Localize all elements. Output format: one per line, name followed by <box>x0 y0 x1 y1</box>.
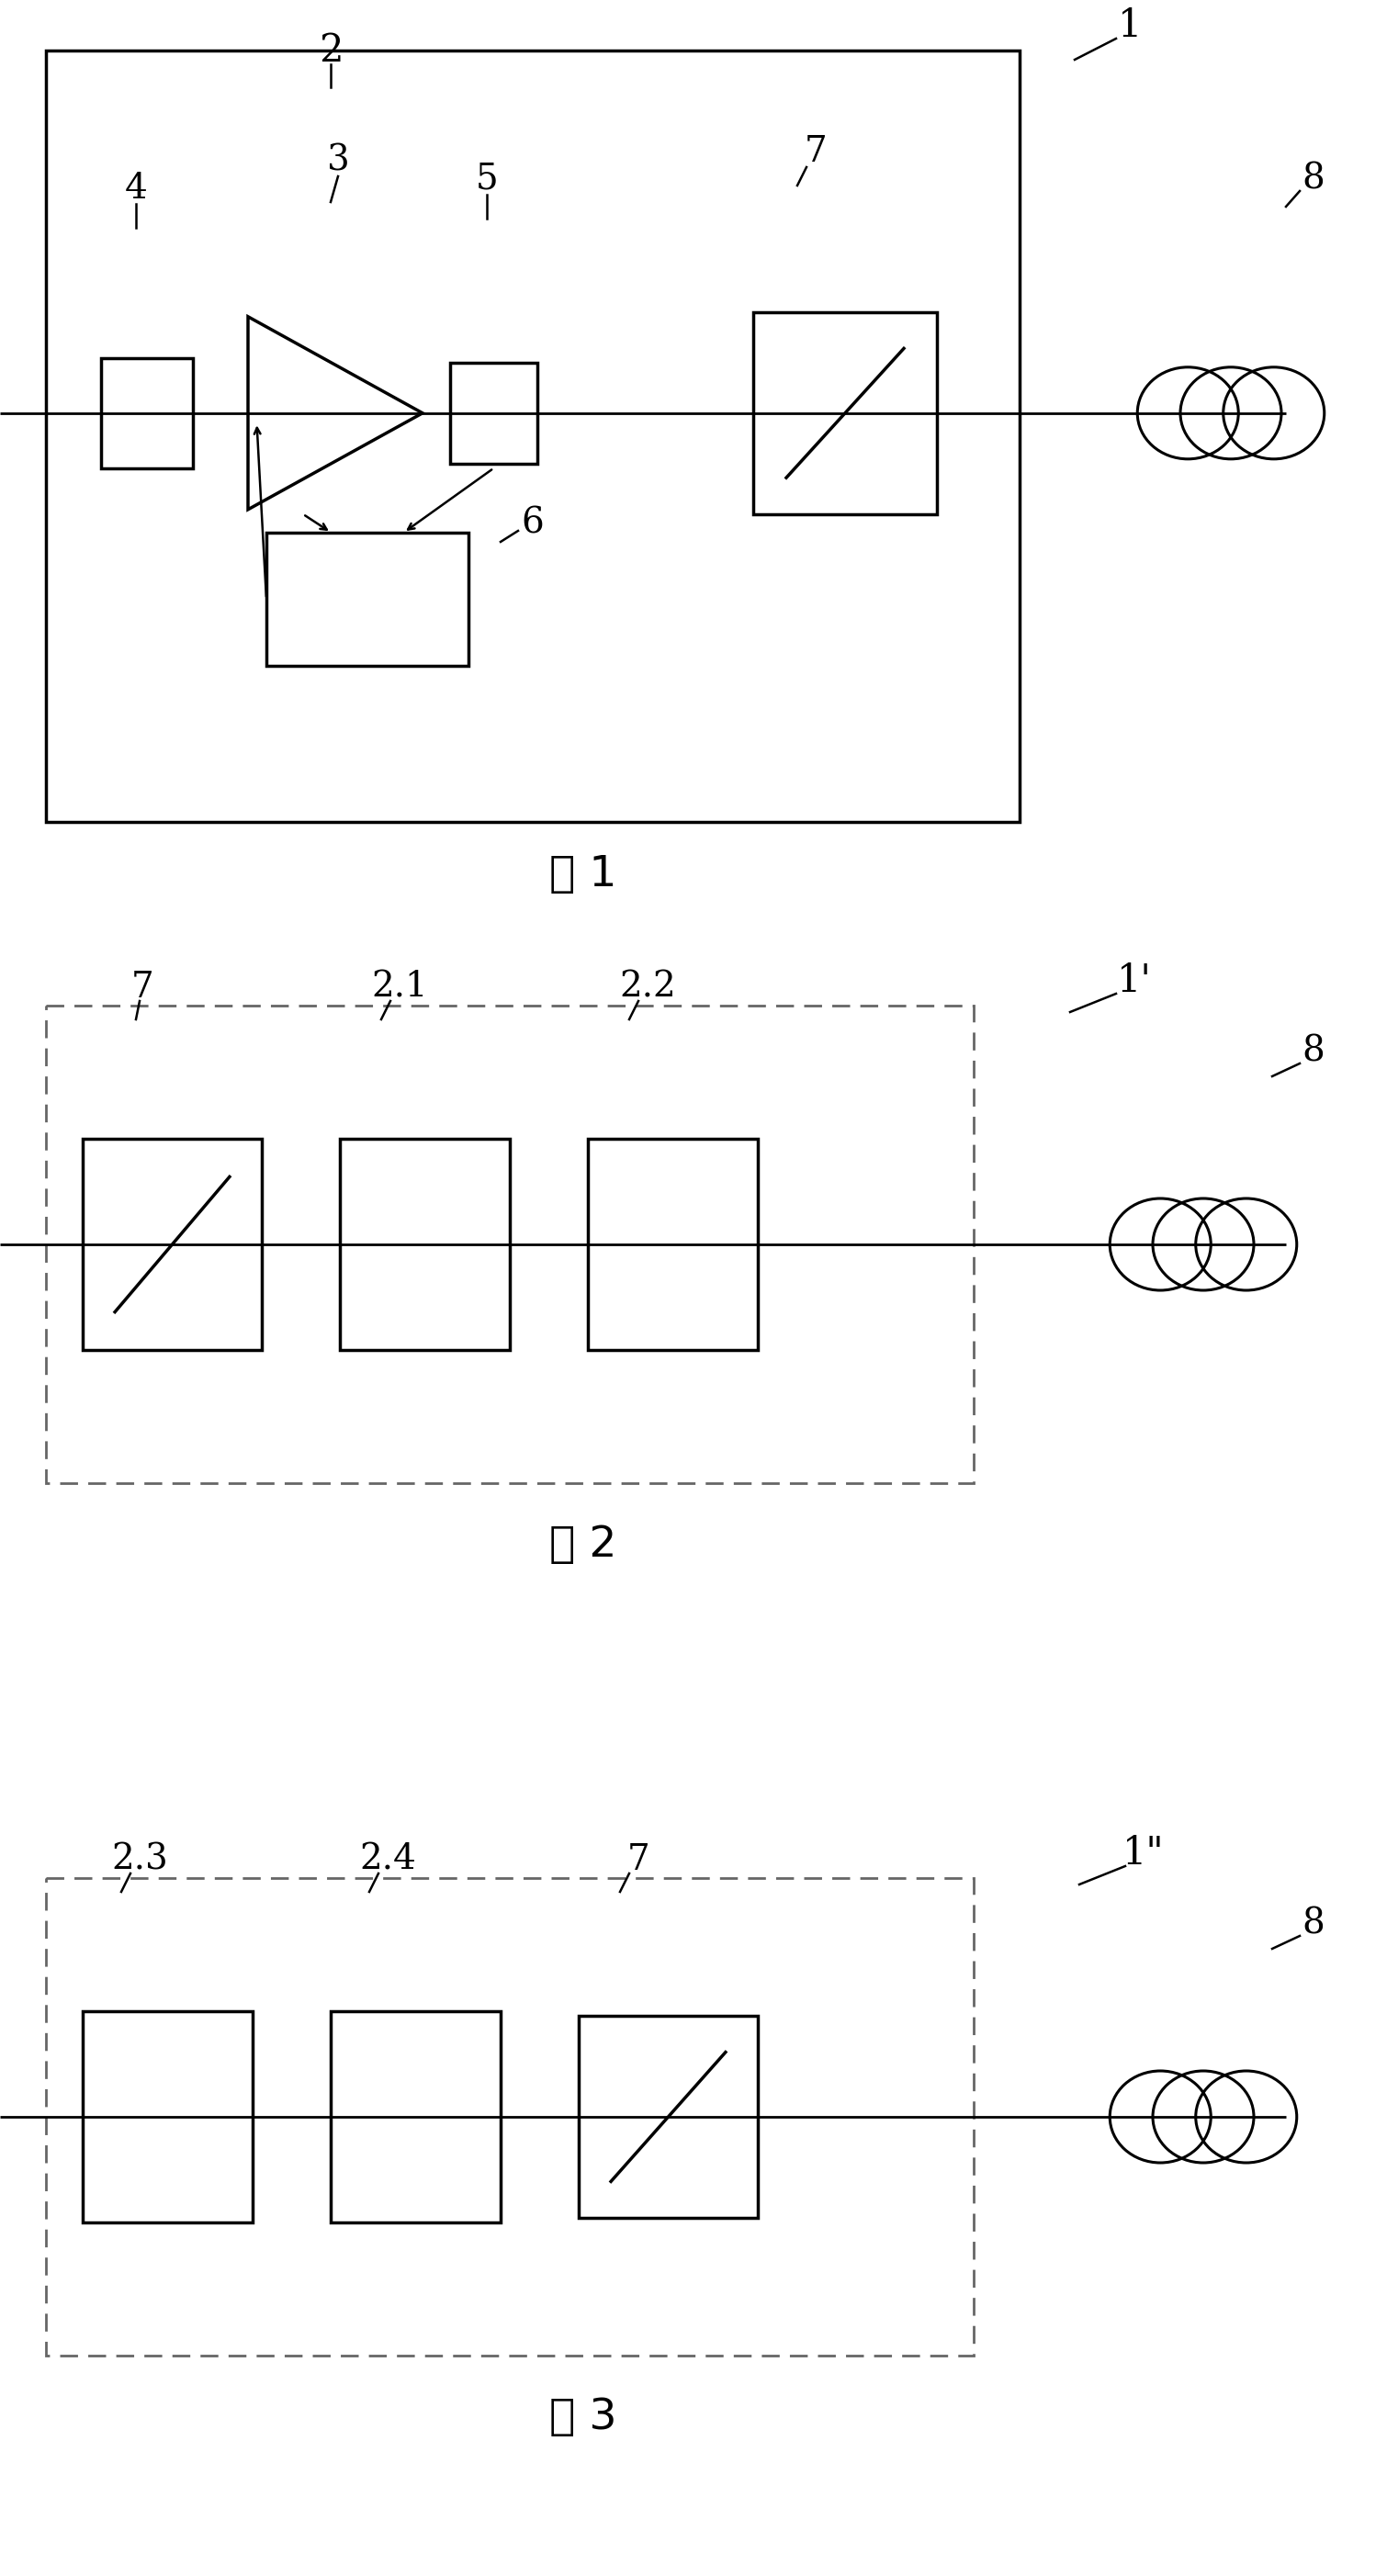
Bar <box>46 52 1019 822</box>
Bar <box>266 533 469 665</box>
Text: 2.3: 2.3 <box>111 1842 168 1878</box>
Text: 1: 1 <box>1118 5 1142 44</box>
Text: 2.4: 2.4 <box>359 1842 416 1878</box>
Bar <box>588 1139 757 1350</box>
Text: 8: 8 <box>1302 1906 1325 1940</box>
Bar <box>101 358 193 469</box>
Text: 图 1: 图 1 <box>549 855 617 896</box>
Bar <box>340 1139 510 1350</box>
Text: 2: 2 <box>319 31 343 70</box>
Text: 8: 8 <box>1302 1036 1325 1069</box>
Text: 图 3: 图 3 <box>549 2396 617 2439</box>
Text: 2.2: 2.2 <box>619 971 675 1005</box>
Text: 3: 3 <box>327 144 350 178</box>
Bar <box>753 312 936 515</box>
Bar <box>46 1878 974 2354</box>
Bar <box>83 2012 252 2223</box>
Text: 7: 7 <box>130 971 154 1005</box>
Text: 6: 6 <box>522 507 544 541</box>
Bar <box>69 82 694 791</box>
Bar <box>46 1005 974 1484</box>
Text: 1": 1" <box>1122 1834 1165 1873</box>
Text: 图 2: 图 2 <box>549 1525 617 1566</box>
Text: 2.1: 2.1 <box>372 971 427 1005</box>
Text: 8: 8 <box>1302 162 1325 196</box>
Text: 7: 7 <box>804 134 827 167</box>
Text: 5: 5 <box>476 162 498 196</box>
Bar <box>330 2012 501 2223</box>
Bar <box>83 1139 262 1350</box>
Bar <box>578 2017 757 2218</box>
Text: 4: 4 <box>125 170 147 206</box>
Text: 7: 7 <box>627 1842 649 1878</box>
Bar <box>451 363 537 464</box>
Text: 1': 1' <box>1117 961 1151 999</box>
